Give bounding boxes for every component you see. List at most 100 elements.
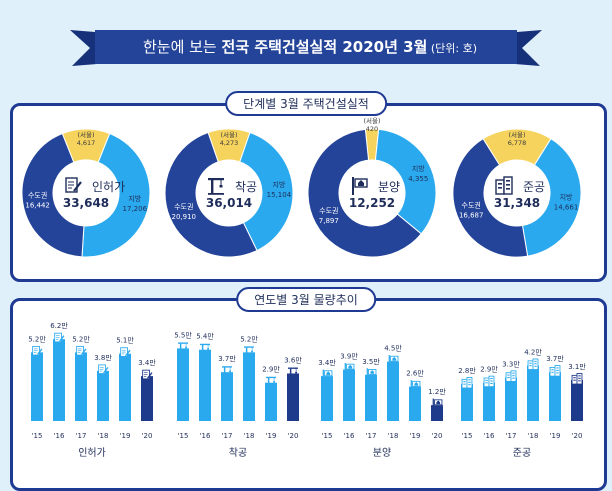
sign-house [358, 180, 364, 186]
x-tick-label: '16 [344, 432, 355, 440]
building-window [556, 372, 559, 374]
bar-value-label: 2.8만 [458, 366, 476, 375]
x-tick-label: '18 [98, 432, 109, 440]
bar-sale-icon [322, 369, 333, 381]
building-left [549, 367, 556, 377]
seoul-value: 4,617 [77, 139, 96, 147]
bar-sale-icon [410, 380, 421, 392]
building-window [468, 381, 471, 383]
bar-value-label: 3.7만 [546, 354, 564, 363]
building-window [468, 384, 471, 386]
bar [177, 348, 189, 421]
bar-value-label: 3.9만 [340, 352, 358, 361]
capital-value: 20,910 [171, 213, 196, 221]
crane-base [178, 351, 188, 353]
x-tick-label: '20 [432, 432, 443, 440]
bar-value-label: 1.2만 [428, 387, 446, 396]
building-window [490, 378, 493, 379]
donut-slice-local [81, 132, 151, 258]
bar-value-label: 2.9만 [480, 365, 498, 374]
bar-permit-icon [32, 345, 43, 356]
x-tick-label: '17 [222, 432, 233, 440]
permit-pen [125, 349, 131, 357]
x-tick-label: '15 [32, 432, 43, 440]
donut-hole [197, 161, 261, 225]
building-window [506, 184, 510, 186]
crane-base [244, 355, 254, 357]
trend-panel-label: 연도별 3월 물량추이 [236, 287, 376, 312]
bar-value-label: 5.5만 [174, 330, 192, 339]
crane-hook [251, 350, 254, 353]
building-window [512, 375, 515, 377]
bar-value-label: 3.6만 [284, 355, 302, 364]
x-tick-label: '19 [120, 432, 131, 440]
donut-center-building-icon [495, 176, 513, 195]
permit-pen [59, 335, 65, 342]
building-window [534, 365, 537, 367]
bar-building-icon [527, 358, 539, 370]
crane-mast [289, 368, 292, 378]
x-tick-label: '15 [462, 432, 473, 440]
building-window [556, 369, 559, 371]
bar [221, 372, 233, 421]
building-window [490, 380, 493, 382]
bar-group-title: 착공 [229, 447, 247, 459]
title-prefix: 한눈에 보는 [142, 38, 222, 56]
seoul-label: (서울) [363, 116, 380, 125]
bar [265, 382, 277, 421]
building-left [571, 374, 578, 385]
bar-value-label: 5.4만 [196, 332, 214, 341]
seoul-label: (서울) [508, 130, 525, 139]
capital-value: 16,442 [25, 202, 50, 210]
ribbon-right-tail [515, 30, 542, 66]
donut-total: 12,252 [349, 196, 395, 210]
bar-sale-icon [366, 368, 377, 380]
x-tick-label: '20 [142, 432, 153, 440]
x-tick-label: '18 [244, 432, 255, 440]
crane-jib [200, 343, 210, 346]
crane-jib [222, 366, 232, 368]
donut-slice-local [374, 128, 437, 235]
donut-total: 33,648 [63, 196, 109, 210]
capital-label: 수도권 [174, 203, 193, 211]
crane-jib [208, 178, 224, 181]
local-label: 지방 [128, 194, 141, 203]
bar [409, 386, 421, 421]
bar-group-title: 분양 [373, 447, 391, 459]
bar [461, 384, 473, 421]
bar-crane-icon [244, 346, 254, 357]
building-window [463, 381, 466, 383]
capital-value: 7,897 [319, 217, 339, 225]
bar [431, 405, 443, 421]
building-window [463, 383, 466, 385]
crane-hook [273, 381, 276, 383]
x-tick-label: '17 [76, 432, 87, 440]
page-title: 한눈에 보는 전국 주택건설실적 2020년 3월 (단위: 호) [95, 30, 525, 64]
crane-base [208, 193, 224, 195]
crane-base [200, 353, 210, 355]
permit-pen [103, 366, 109, 374]
bar [549, 372, 561, 421]
bar-value-label: 6.2만 [50, 321, 68, 330]
bar-group-title: 인허가 [78, 447, 106, 459]
local-value: 15,104 [267, 191, 292, 199]
x-tick-label: '19 [410, 432, 421, 440]
building-window [529, 365, 532, 367]
ribbon-left-tail [70, 30, 97, 66]
bar-value-label: 3.4만 [138, 358, 156, 367]
local-value: 14,661 [554, 204, 579, 212]
local-label: 지방 [412, 164, 425, 173]
building-window [490, 382, 493, 384]
permit-pen [37, 348, 43, 355]
donut-hole [54, 161, 118, 225]
bar-value-label: 5.2만 [28, 334, 46, 343]
donut-slice-capital [452, 138, 529, 258]
permit-pen [73, 181, 82, 192]
x-tick-label: '18 [388, 432, 399, 440]
donut-slice-capital [21, 132, 85, 258]
building-window [506, 188, 510, 190]
bar [365, 374, 377, 421]
bar [119, 353, 131, 421]
x-tick-label: '17 [506, 432, 517, 440]
